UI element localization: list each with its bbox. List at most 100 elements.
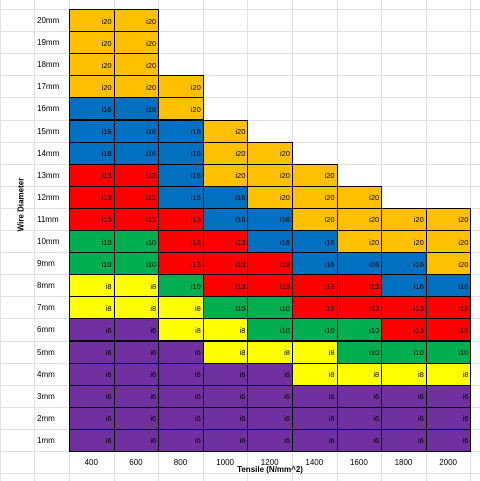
- row-label: 16mm: [37, 104, 60, 114]
- size-cell: i20: [202, 163, 249, 187]
- size-cell: i13: [113, 163, 160, 187]
- size-cell: i6: [158, 406, 204, 430]
- column-label: 800: [173, 458, 188, 467]
- size-cell: i16: [202, 185, 249, 209]
- size-cell: i16: [158, 119, 204, 143]
- row-label: 10mm: [37, 237, 60, 246]
- size-cell: i20: [247, 185, 293, 209]
- size-cell: i6: [247, 406, 293, 430]
- size-cell: i20: [381, 230, 427, 254]
- row-label: 2mm: [37, 413, 55, 423]
- column-label: 1000: [216, 458, 234, 467]
- size-cell: i13: [247, 274, 293, 298]
- size-cell: i6: [292, 384, 338, 408]
- size-cell: i6: [425, 428, 472, 452]
- size-cell: i20: [247, 141, 293, 165]
- size-cell: i6: [69, 384, 115, 408]
- row-label: 14mm: [37, 148, 60, 158]
- size-cell: i10: [113, 230, 160, 254]
- size-cell: i8: [336, 362, 383, 386]
- gridline-vertical: [34, 0, 35, 481]
- size-cell: i8: [247, 340, 293, 364]
- size-cell: i6: [113, 384, 160, 408]
- size-cell: i8: [69, 296, 115, 320]
- size-cell: i20: [425, 207, 472, 231]
- size-cell: i6: [158, 340, 204, 364]
- size-cell: i10: [202, 296, 249, 320]
- size-cell: i6: [381, 406, 427, 430]
- size-cell: i20: [113, 53, 160, 77]
- column-label: 1400: [305, 458, 324, 467]
- size-cell: i20: [113, 31, 160, 55]
- size-cell: i8: [69, 274, 115, 298]
- size-cell: i13: [247, 252, 293, 276]
- size-cell: i20: [336, 185, 383, 209]
- size-cell: i8: [202, 318, 249, 342]
- size-cell: i13: [113, 207, 160, 231]
- size-cell: i6: [336, 384, 383, 408]
- column-label: 1600: [349, 458, 368, 467]
- size-cell: i16: [69, 97, 115, 121]
- size-cell: i6: [425, 384, 472, 408]
- size-cell: i10: [247, 296, 293, 320]
- size-cell: i13: [158, 252, 204, 276]
- gridline-horizontal: [0, 9, 480, 10]
- gridline-horizontal: [0, 31, 480, 33]
- size-cell: i20: [381, 207, 427, 231]
- column-label: 600: [129, 458, 143, 467]
- size-cell: i6: [69, 406, 115, 430]
- size-cell: i16: [292, 252, 338, 276]
- size-cell: i6: [381, 428, 427, 452]
- row-label: 5mm: [37, 347, 55, 357]
- size-cell: i20: [113, 9, 160, 33]
- size-cell: i16: [113, 97, 160, 121]
- size-cell: i6: [247, 362, 293, 386]
- size-cell: i8: [113, 296, 160, 320]
- size-cell: i8: [113, 274, 160, 298]
- size-cell: i6: [336, 406, 383, 430]
- row-label: 13mm: [37, 170, 60, 180]
- size-cell: i20: [158, 97, 204, 121]
- size-cell: i6: [158, 384, 204, 408]
- size-cell: i20: [158, 75, 204, 99]
- size-cell: i16: [158, 163, 204, 187]
- size-cell: i10: [69, 230, 115, 254]
- size-cell: i16: [292, 230, 338, 254]
- size-cell: i6: [336, 428, 383, 452]
- size-cell: i6: [247, 384, 293, 408]
- size-cell: i13: [69, 185, 115, 209]
- size-cell: i6: [247, 428, 293, 452]
- size-cell: i13: [113, 185, 160, 209]
- size-cell: i13: [158, 207, 204, 231]
- size-cell: i20: [425, 230, 472, 254]
- gridline-vertical: [0, 0, 1, 481]
- size-cell: i16: [69, 141, 115, 165]
- size-cell: i16: [113, 141, 160, 165]
- row-label: 8mm: [37, 281, 55, 291]
- row-label: 1mm: [37, 435, 55, 445]
- size-cell: i20: [69, 53, 115, 77]
- size-cell: i8: [381, 362, 427, 386]
- size-cell: i10: [113, 252, 160, 276]
- size-cell: i16: [69, 119, 115, 143]
- size-cell: i10: [336, 318, 383, 342]
- row-label: 12mm: [37, 192, 60, 202]
- size-cell: i10: [69, 252, 115, 276]
- size-cell: i6: [69, 362, 115, 386]
- size-cell: i20: [336, 230, 383, 254]
- row-label: 19mm: [37, 38, 60, 48]
- size-cell: i10: [247, 318, 293, 342]
- size-cell: i6: [381, 384, 427, 408]
- size-cell: i20: [247, 163, 293, 187]
- size-cell: i8: [158, 318, 204, 342]
- size-cell: i6: [113, 318, 160, 342]
- size-cell: i10: [292, 318, 338, 342]
- size-cell: i10: [158, 274, 204, 298]
- row-label: 3mm: [37, 391, 55, 401]
- size-cell: i6: [202, 428, 249, 452]
- size-cell: i13: [336, 274, 383, 298]
- gridline-horizontal: [0, 473, 480, 475]
- size-cell: i20: [292, 207, 338, 231]
- size-cell: i20: [69, 75, 115, 99]
- size-cell: i20: [202, 119, 249, 143]
